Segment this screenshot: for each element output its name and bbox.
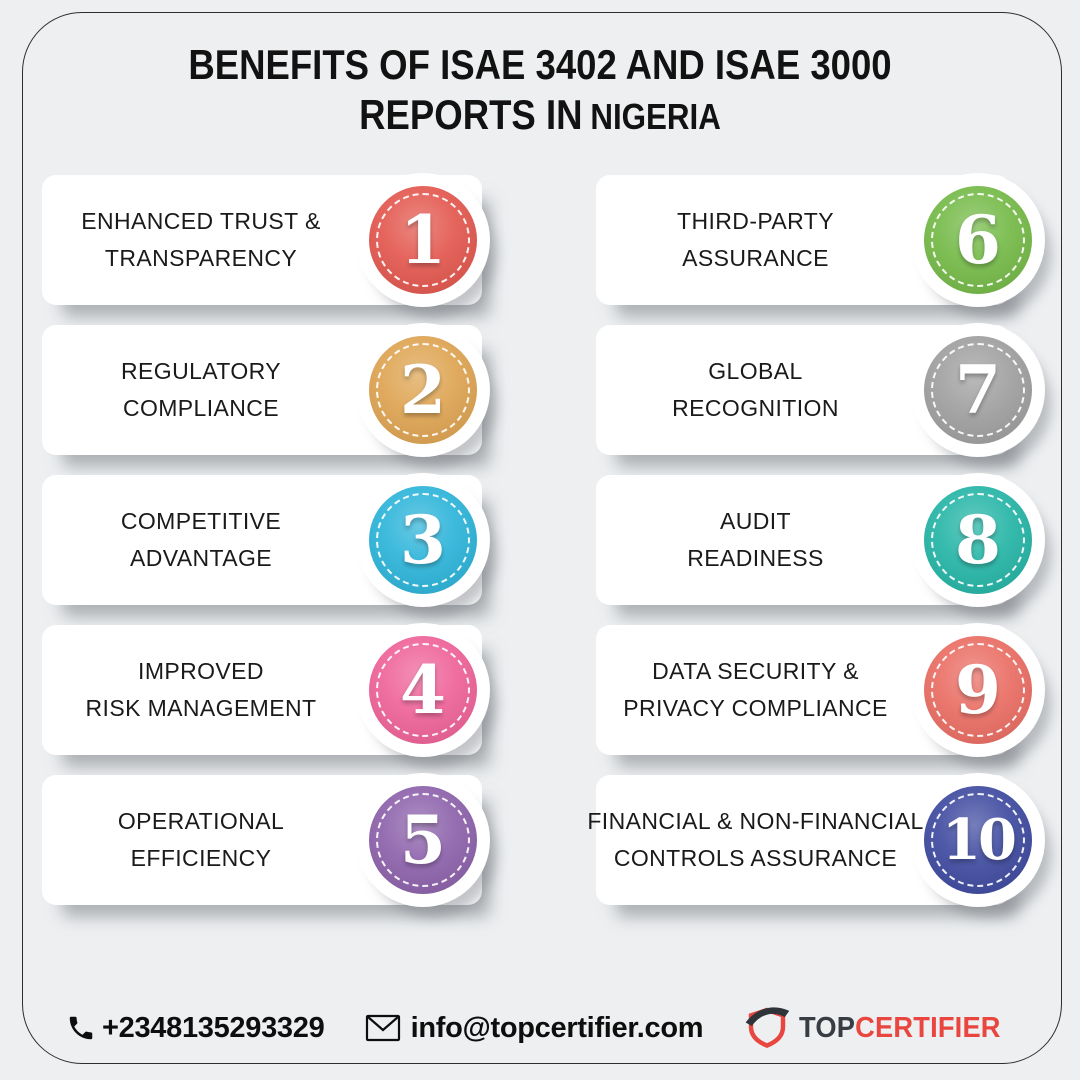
benefit-label: OPERATIONAL EFFICIENCY xyxy=(48,775,354,905)
benefit-card: 5 OPERATIONAL EFFICIENCY xyxy=(42,773,490,907)
benefit-label: COMPETITIVE ADVANTAGE xyxy=(48,475,354,605)
benefit-label-line2: RISK MANAGEMENT xyxy=(85,695,317,721)
number-badge: 7 xyxy=(924,336,1032,444)
benefit-label: THIRD-PARTY ASSURANCE xyxy=(602,175,909,305)
benefit-label: AUDIT READINESS xyxy=(602,475,909,605)
benefit-label-line2: EFFICIENCY xyxy=(130,845,272,871)
benefit-number: 1 xyxy=(400,201,446,279)
benefit-card: 10 FINANCIAL & NON-FINANCIAL CONTROLS ASSU… xyxy=(587,773,1045,907)
shield-check-icon xyxy=(743,1002,791,1055)
benefit-number: 2 xyxy=(400,351,446,429)
benefit-card: 9 DATA SECURITY & PRIVACY COMPLIANCE xyxy=(596,623,1045,757)
brand-logo[interactable]: TOPCERTIFIER xyxy=(743,1002,1014,1055)
benefit-label-line2: ASSURANCE xyxy=(682,245,829,271)
number-badge: 10 xyxy=(924,786,1032,894)
benefit-card: 8 AUDIT READINESS xyxy=(596,473,1045,607)
benefit-number: 9 xyxy=(955,651,1001,729)
number-badge: 2 xyxy=(369,336,477,444)
email-icon xyxy=(365,1014,401,1042)
benefit-card: 3 COMPETITIVE ADVANTAGE xyxy=(42,473,490,607)
number-badge: 3 xyxy=(369,486,477,594)
benefit-card: 2 REGULATORY COMPLIANCE xyxy=(42,323,490,457)
benefit-label: IMPROVED RISK MANAGEMENT xyxy=(48,625,354,755)
benefit-label-line2: RECOGNITION xyxy=(672,395,839,421)
number-badge: 6 xyxy=(924,186,1032,294)
benefit-label: GLOBAL RECOGNITION xyxy=(602,325,909,455)
page-title: BENEFITS OF ISAE 3402 AND ISAE 3000 REPO… xyxy=(0,40,1080,142)
benefit-label-line1: ENHANCED TRUST & xyxy=(81,208,321,234)
benefit-card: 4 IMPROVED RISK MANAGEMENT xyxy=(42,623,490,757)
benefit-label-line1: AUDIT xyxy=(720,508,791,534)
brand-logo-certifier: CERTIFIER xyxy=(855,1011,1002,1044)
brand-logo-text: TOPCERTIFIER xyxy=(799,1012,1001,1045)
benefit-number: 5 xyxy=(400,801,446,879)
title-location: NIGERIA xyxy=(590,96,721,137)
benefit-card: 1 ENHANCED TRUST & TRANSPARENCY xyxy=(42,173,490,307)
number-badge: 9 xyxy=(924,636,1032,744)
footer: +2348135293329 info@topcertifier.com TOP… xyxy=(66,998,1014,1058)
benefit-card: 6 THIRD-PARTY ASSURANCE xyxy=(596,173,1045,307)
benefit-label-line1: THIRD-PARTY xyxy=(677,208,834,234)
number-badge: 4 xyxy=(369,636,477,744)
benefit-label-line2: COMPLIANCE xyxy=(122,395,280,421)
benefit-label: REGULATORY COMPLIANCE xyxy=(48,325,354,455)
benefit-label-line2: ADVANTAGE xyxy=(129,545,273,571)
benefit-label-line1: REGULATORY xyxy=(121,358,281,384)
benefit-label-line2: PRIVACY COMPLIANCE xyxy=(623,695,888,721)
benefit-number: 6 xyxy=(955,201,1001,279)
benefit-label-line2: READINESS xyxy=(687,545,824,571)
number-badge: 8 xyxy=(924,486,1032,594)
title-line-1: BENEFITS OF ISAE 3402 AND ISAE 3000 xyxy=(188,41,892,88)
number-badge: 5 xyxy=(369,786,477,894)
benefit-number: 8 xyxy=(955,501,1001,579)
benefit-label: ENHANCED TRUST & TRANSPARENCY xyxy=(48,175,354,305)
email-link[interactable]: info@topcertifier.com xyxy=(365,1012,704,1045)
benefit-label-line1: OPERATIONAL xyxy=(117,808,285,834)
benefit-label-line1: GLOBAL xyxy=(708,358,803,384)
benefit-label-line1: FINANCIAL & NON-FINANCIAL xyxy=(587,808,924,834)
benefit-label-line2: CONTROLS ASSURANCE xyxy=(613,845,898,871)
phone-icon xyxy=(66,1013,96,1043)
brand-logo-top: TOP xyxy=(799,1011,856,1044)
phone-number: +2348135293329 xyxy=(102,1011,325,1044)
benefit-number: 10 xyxy=(942,807,1017,873)
title-line-2-main: REPORTS IN xyxy=(359,91,583,138)
benefit-number: 3 xyxy=(400,501,446,579)
benefit-label: DATA SECURITY & PRIVACY COMPLIANCE xyxy=(602,625,909,755)
benefit-number: 4 xyxy=(400,651,446,729)
email-address: info@topcertifier.com xyxy=(410,1011,704,1044)
benefit-label-line1: COMPETITIVE xyxy=(120,508,282,534)
benefit-label-line1: IMPROVED xyxy=(138,658,264,684)
number-badge: 1 xyxy=(369,186,477,294)
benefit-number: 7 xyxy=(955,351,1001,429)
benefit-label: FINANCIAL & NON-FINANCIAL CONTROLS ASSURA… xyxy=(587,775,923,905)
phone-link[interactable]: +2348135293329 xyxy=(66,1011,325,1045)
benefit-label-line1: DATA SECURITY & xyxy=(652,658,859,684)
benefit-label-line2: TRANSPARENCY xyxy=(104,245,298,271)
title-line-2: REPORTS IN NIGERIA xyxy=(70,90,1010,142)
benefit-card: 7 GLOBAL RECOGNITION xyxy=(596,323,1045,457)
